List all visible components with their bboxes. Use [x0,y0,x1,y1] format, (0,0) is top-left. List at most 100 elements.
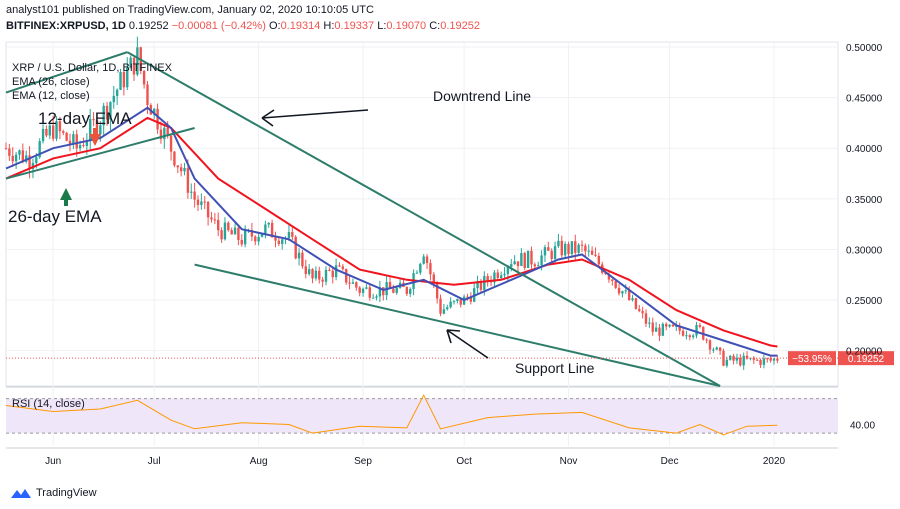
candle-body [65,132,68,141]
candle-body [18,150,21,155]
candle-body [51,125,55,139]
candle-body [146,84,149,106]
low-label: L: [377,20,387,32]
candle-body [446,307,449,310]
candle-body [560,240,563,256]
candle-body [678,325,681,331]
footer[interactable]: TradingView [10,486,97,500]
y-tick-label: 0.25000 [846,296,883,307]
candle-body [99,125,102,135]
candle-body [681,330,685,336]
candle-body [725,359,729,366]
legend-rsi[interactable]: RSI (14, close) [12,398,85,410]
candle-body [159,129,163,140]
x-tick-label: Sep [354,456,372,467]
arrow-support-icon [446,329,489,359]
candle-body [314,270,318,279]
candle-body [348,282,351,284]
x-tick-label: Oct [456,456,472,467]
candle-body [270,222,274,238]
y-tick-label: 0.20000 [846,347,883,358]
candle-body [193,191,196,200]
candle-body [648,322,651,324]
trendline-early-channel-bottom [5,127,195,180]
price-badge-value: 0.19252 [848,354,885,365]
y-tick-label: 0.45000 [846,94,883,105]
x-tick-label: Aug [250,456,268,467]
candle-body [708,340,712,350]
candle-body [499,275,503,279]
candle-body [318,270,321,280]
candle-body [240,239,243,245]
candle-body [762,358,766,365]
candle-body [382,287,385,296]
candle-body [506,266,510,274]
candle-body [752,357,755,360]
candle-body [510,264,513,267]
candle-body [624,290,627,292]
rsi-band [6,398,838,434]
candle-body [136,47,139,75]
candle-body [220,230,223,240]
candle-body [102,105,105,126]
candle-body [422,256,425,264]
candle-body [409,288,412,294]
candle-body [483,276,486,290]
candle-body [513,261,516,265]
candle-body [503,273,506,276]
legend-ema26[interactable]: EMA (26, close) [12,76,90,88]
last-price: 0.19252 [128,20,169,32]
candle-body [644,313,648,324]
candle-body [590,250,594,255]
candle-body [237,227,240,240]
candle-body [119,72,122,90]
candle-body [95,120,99,135]
candle-body [641,311,644,314]
candle-body [631,298,634,300]
candle-body [206,201,210,218]
candle-body [361,288,365,293]
arrow-downtrend-icon [261,109,369,127]
candle-body [597,255,601,265]
price-change: −0.00081 (−0.42%) [171,20,266,32]
candle-body [547,247,550,251]
candle-body [425,256,429,264]
candle-body [388,282,392,289]
candle-body [105,105,109,120]
candle-body [735,357,739,361]
legend-ema12[interactable]: EMA (12, close) [12,90,90,102]
trendline-early-channel-top [5,51,128,94]
candle-body [665,323,668,327]
annotation-ema26: 26-day EMA [8,207,102,226]
candle-body [614,280,617,288]
candle-body [537,265,540,267]
candle-body [419,263,422,273]
open-value: 0.19314 [280,20,321,32]
candle-body [223,222,227,240]
candle-body [584,245,587,252]
candle-body [345,268,348,283]
candle-body [257,236,260,242]
annotation-ema12: 12-day EMA [38,109,132,128]
ema12-line [5,106,778,357]
candle-body [712,349,715,351]
legend-pair[interactable]: XRP / U.S. Dollar, 1D, BITFINEX [12,62,172,74]
candle-body [324,269,328,282]
candle-body [715,347,718,350]
candle-body [432,274,435,284]
candle-body [442,309,446,314]
candle-body [627,290,631,300]
candle-body [14,154,18,162]
candle-body [365,287,368,289]
candle-body [570,241,574,254]
candle-body [233,227,237,235]
price-badge-pct: −53.95% [792,354,832,365]
candle-body [89,119,92,141]
high-label: H: [323,20,335,32]
candle-body [776,358,779,361]
candle-body [772,358,776,361]
candle-body [173,151,176,166]
candle-body [651,322,654,332]
candle-body [122,72,126,88]
candle-body [759,359,762,365]
